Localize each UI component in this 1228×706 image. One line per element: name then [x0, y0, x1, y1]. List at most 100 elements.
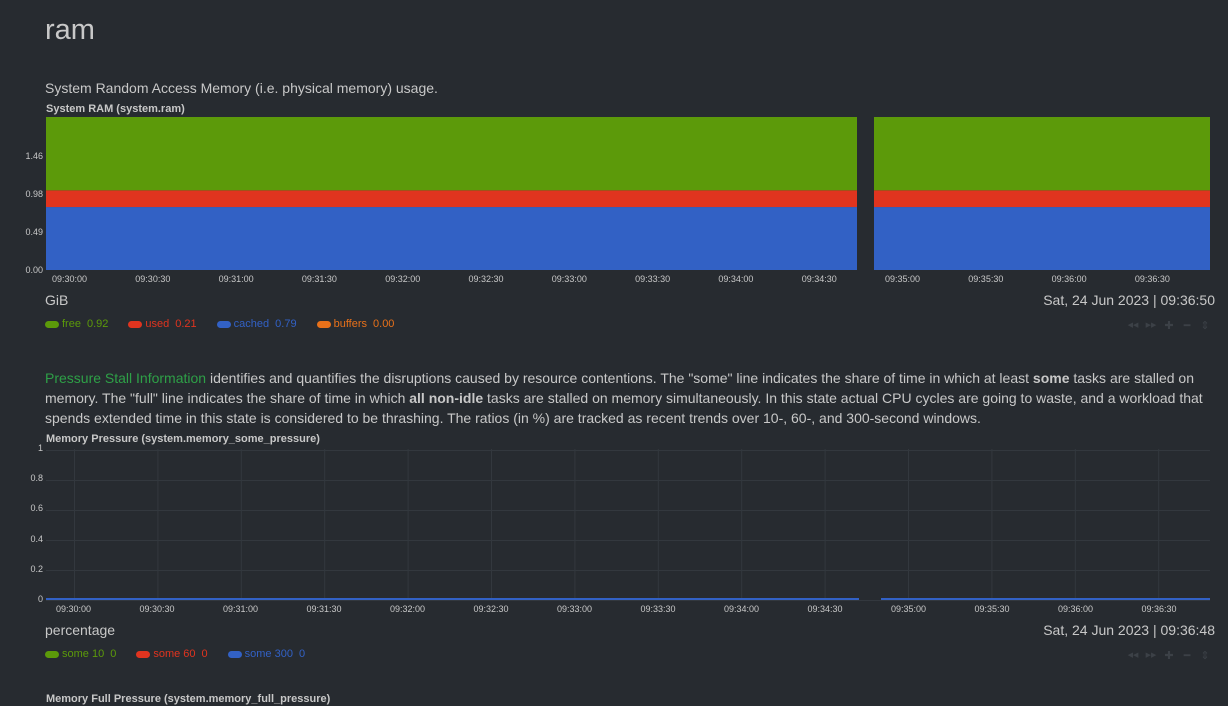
- x-tick-label: 09:32:00: [385, 274, 421, 284]
- legend-value: 0.21: [175, 318, 197, 330]
- data-gap: [857, 117, 874, 270]
- x-tick-label: 09:35:30: [974, 604, 1010, 614]
- x-tick-label: 09:33:30: [635, 274, 671, 284]
- legend-label: used: [145, 318, 170, 330]
- area-used-segment-2: [874, 190, 1210, 208]
- psi-bold-some: some: [1032, 370, 1070, 386]
- pressure-timestamp: Sat, 24 Jun 2023 | 09:36:48: [1043, 622, 1215, 638]
- legend-label: some 10: [62, 648, 105, 660]
- section-title: ram: [45, 14, 95, 46]
- legend-value: 0.92: [86, 318, 109, 330]
- y-tick-label: 0.49: [25, 227, 43, 237]
- x-tick-label: 09:30:00: [52, 274, 88, 284]
- legend-item-cached[interactable]: cached 0.79: [216, 318, 297, 330]
- area-cached-segment-1: [46, 207, 857, 270]
- area-used-segment-1: [46, 190, 857, 208]
- x-tick-label: 09:32:30: [473, 604, 509, 614]
- legend-label: cached: [233, 318, 270, 330]
- legend-item-used[interactable]: used 0.21: [128, 318, 197, 330]
- x-tick-label: 09:32:30: [468, 274, 504, 284]
- psi-link[interactable]: Pressure Stall Information: [45, 370, 207, 386]
- legend-swatch: [128, 320, 143, 328]
- x-tick-label: 09:30:30: [135, 274, 171, 284]
- legend-value: 0: [201, 648, 208, 660]
- psi-description: Pressure Stall Information identifies an…: [45, 368, 1215, 428]
- zoom-out-icon[interactable]: ━: [1183, 320, 1191, 332]
- legend-value: 0.00: [373, 318, 395, 330]
- area-free-segment-2: [874, 117, 1210, 191]
- x-tick-label: 09:36:00: [1051, 274, 1087, 284]
- x-tick-label: 09:31:00: [223, 604, 259, 614]
- pressure-units: percentage: [45, 622, 116, 638]
- legend-swatch: [216, 320, 231, 328]
- y-tick-label: 0: [37, 594, 43, 604]
- x-tick-label: 09:33:00: [551, 274, 587, 284]
- x-tick-label: 09:30:00: [56, 604, 92, 614]
- legend-item-buffers[interactable]: buffers 0.00: [316, 318, 395, 330]
- pressure-legend: some 10 0 some 60 0 some 300 0: [45, 648, 325, 660]
- zoom-in-icon[interactable]: ✚: [1164, 320, 1174, 332]
- legend-item-free[interactable]: free 0.92: [45, 318, 108, 330]
- fast-forward-icon[interactable]: ▶▶: [1145, 652, 1157, 659]
- area-cached-segment-2: [874, 207, 1210, 270]
- legend-swatch: [45, 650, 59, 658]
- y-tick-label: 0.4: [30, 533, 43, 544]
- x-tick-label: 09:36:30: [1134, 274, 1170, 284]
- x-tick-label: 09:34:00: [718, 274, 754, 284]
- legend-value: 0: [298, 648, 306, 660]
- legend-swatch: [227, 650, 242, 658]
- y-tick-label: 1.46: [25, 151, 43, 161]
- resize-icon[interactable]: ⇕: [1200, 320, 1210, 332]
- ram-chart-toolbar: ◀◀ ▶▶ ✚ ━ ⇕: [1126, 320, 1212, 332]
- area-free-segment-1: [46, 117, 857, 191]
- ram-units: GiB: [45, 292, 69, 308]
- legend-swatch: [45, 320, 59, 328]
- psi-text-3: tasks are stalled on memory simultaneous…: [45, 390, 1203, 426]
- section-description: System Random Access Memory (i.e. physic…: [45, 80, 438, 96]
- legend-item-some-10[interactable]: some 10 0: [45, 648, 116, 660]
- full-pressure-chart-title: Memory Full Pressure (system.memory_full…: [46, 693, 331, 705]
- pressure-chart-title: Memory Pressure (system.memory_some_pres…: [46, 433, 320, 445]
- legend-label: buffers: [333, 318, 368, 330]
- x-tick-label: 09:33:30: [640, 604, 676, 614]
- rewind-icon[interactable]: ◀◀: [1127, 322, 1139, 329]
- x-tick-label: 09:34:30: [801, 274, 837, 284]
- pressure-chart-toolbar: ◀◀ ▶▶ ✚ ━ ⇕: [1126, 650, 1212, 662]
- x-tick-label: 09:34:30: [807, 604, 843, 614]
- psi-bold-all-non-idle: all non-idle: [409, 390, 484, 406]
- x-tick-label: 09:36:30: [1141, 604, 1177, 614]
- resize-icon[interactable]: ⇕: [1200, 650, 1210, 662]
- fast-forward-icon[interactable]: ▶▶: [1145, 322, 1157, 329]
- psi-text-2: tasks are stalled on memory. The "full" …: [45, 370, 1194, 406]
- x-tick-label: 09:30:30: [139, 604, 175, 614]
- x-tick-label: 09:31:30: [306, 604, 342, 614]
- legend-label: some 300: [244, 648, 293, 660]
- y-tick-label: 1: [37, 443, 43, 453]
- psi-text-1: identifies and quantifies the disruption…: [206, 370, 1033, 386]
- pressure-chart-plot[interactable]: [46, 449, 1210, 601]
- y-tick-label: 0.98: [25, 189, 43, 199]
- x-tick-label: 09:35:00: [885, 274, 921, 284]
- x-tick-label: 09:33:00: [557, 604, 593, 614]
- ram-legend: free 0.92 used 0.21 cached 0.79 buffers 0.00: [45, 318, 414, 330]
- x-tick-label: 09:36:00: [1058, 604, 1094, 614]
- x-tick-label: 09:31:30: [301, 274, 337, 284]
- rewind-icon[interactable]: ◀◀: [1127, 652, 1139, 659]
- legend-swatch: [316, 320, 331, 328]
- zoom-in-icon[interactable]: ✚: [1164, 650, 1174, 662]
- ram-timestamp: Sat, 24 Jun 2023 | 09:36:50: [1043, 292, 1215, 308]
- y-tick-label: 0.00: [25, 265, 43, 275]
- y-tick-label: 0.2: [30, 563, 43, 574]
- x-tick-label: 09:32:00: [390, 604, 426, 614]
- legend-label: free: [62, 318, 81, 330]
- zoom-out-icon[interactable]: ━: [1183, 650, 1191, 662]
- x-tick-label: 09:35:30: [968, 274, 1004, 284]
- y-tick-label: 0.8: [30, 473, 43, 484]
- ram-chart-title: System RAM (system.ram): [46, 103, 185, 115]
- x-tick-label: 09:31:00: [218, 274, 254, 284]
- legend-swatch: [136, 650, 151, 658]
- ram-chart-plot[interactable]: [46, 117, 1210, 270]
- legend-item-some-300[interactable]: some 300 0: [227, 648, 306, 660]
- legend-label: some 60: [153, 648, 196, 660]
- legend-item-some-60[interactable]: some 60 0: [136, 648, 208, 660]
